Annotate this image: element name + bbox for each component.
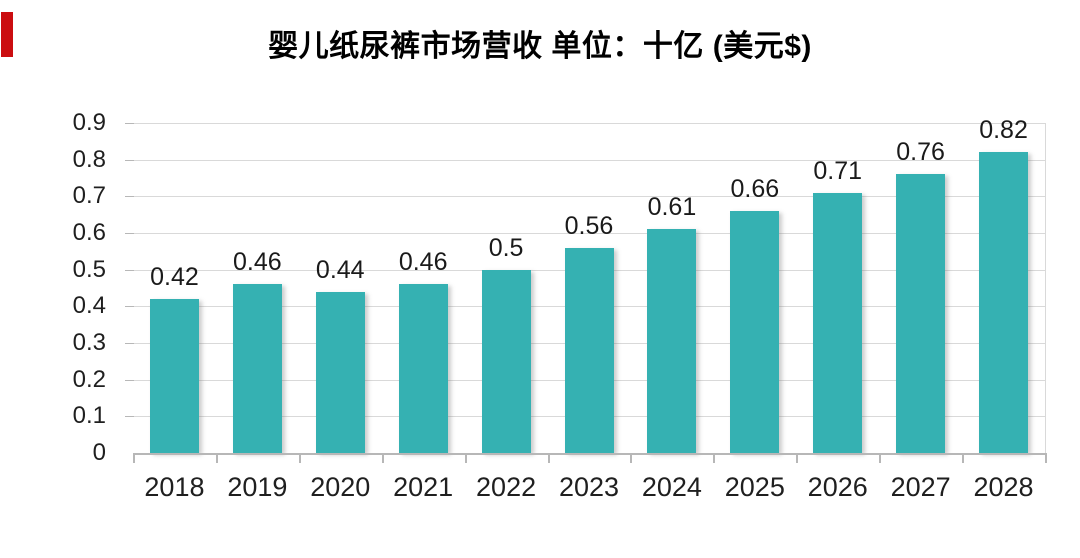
bar-value-label: 0.66 (730, 175, 780, 203)
bar (979, 152, 1029, 453)
bar (315, 291, 365, 453)
x-tick-label: 2026 (807, 472, 868, 502)
x-axis-tick (464, 453, 467, 463)
x-axis-tick (215, 453, 218, 463)
x-axis-line (133, 453, 1046, 455)
bar-value-label: 0.46 (398, 248, 448, 277)
bar-value-label: 0.44 (315, 255, 365, 284)
bar-value-label: 0.76 (896, 138, 945, 167)
y-tick-label: 0.1 (72, 402, 106, 430)
gridline (133, 233, 1045, 234)
x-axis-tick (879, 453, 882, 463)
y-axis-tick (125, 379, 134, 381)
bar (481, 269, 531, 453)
y-tick-label: 0.4 (72, 292, 106, 320)
bar-value-label: 0.71 (813, 156, 863, 185)
y-axis-tick (125, 159, 134, 161)
x-axis-tick (796, 453, 799, 463)
y-axis-tick (125, 416, 134, 418)
x-tick-label: 2022 (476, 472, 537, 502)
x-tick-label: 2021 (393, 472, 454, 502)
red-corner-mark (1, 12, 13, 57)
y-tick-label: 0.9 (72, 109, 106, 136)
x-axis-tick (713, 453, 716, 463)
x-axis-tick (547, 453, 550, 463)
bar (398, 284, 448, 453)
y-tick-label: 0.3 (72, 329, 106, 356)
bar-value-label: 0.56 (564, 211, 614, 240)
x-tick-label: 2020 (310, 472, 371, 502)
y-tick-label: 0.8 (72, 145, 106, 173)
x-axis-tick (381, 453, 384, 463)
bar-value-label: 0.42 (150, 263, 199, 291)
y-tick-label: 0 (92, 439, 106, 466)
y-axis-tick (125, 306, 134, 308)
bar (730, 211, 780, 453)
y-axis-tick (125, 269, 134, 271)
bar (232, 284, 282, 453)
x-tick-label: 2025 (724, 472, 785, 502)
y-tick-label: 0.6 (72, 219, 106, 246)
bar (813, 192, 863, 453)
x-tick-label: 2018 (144, 472, 205, 502)
bar (647, 229, 697, 453)
y-tick-label: 0.5 (72, 255, 106, 283)
gridline (133, 159, 1045, 161)
x-tick-label: 2028 (973, 472, 1034, 502)
y-axis-tick (125, 123, 134, 124)
gridline (133, 123, 1045, 124)
y-axis-tick (125, 343, 134, 344)
x-tick-label: 2023 (558, 472, 620, 502)
bar-value-label: 0.5 (488, 233, 524, 262)
x-tick-label: 2019 (227, 472, 288, 502)
bar-value-label: 0.82 (979, 116, 1028, 145)
x-axis-tick (133, 453, 135, 463)
gridline (133, 196, 1045, 198)
chart-title: 婴儿纸尿裤市场营收 单位：十亿 (美元$) (268, 30, 812, 63)
y-axis-tick (125, 233, 134, 234)
bar-value-label: 0.61 (647, 193, 697, 222)
x-axis-tick (1045, 453, 1047, 463)
y-axis-tick (125, 196, 134, 198)
x-axis-tick (962, 453, 965, 463)
bar-value-label: 0.46 (233, 248, 282, 277)
y-tick-label: 0.7 (72, 182, 106, 210)
x-tick-label: 2024 (641, 472, 702, 502)
x-tick-label: 2027 (890, 472, 951, 502)
bar (896, 174, 946, 453)
x-axis-tick (298, 453, 301, 463)
y-tick-label: 0.2 (72, 365, 106, 393)
bar (564, 247, 614, 453)
bar (149, 299, 199, 453)
plot-right-border (1045, 123, 1046, 453)
x-axis-tick (630, 453, 633, 463)
